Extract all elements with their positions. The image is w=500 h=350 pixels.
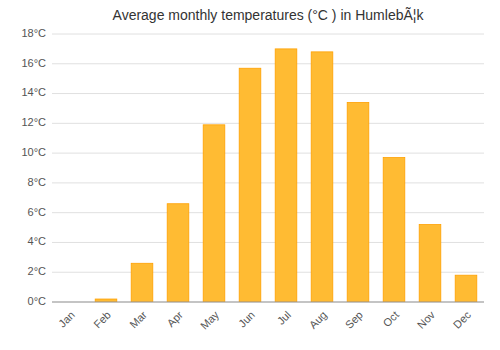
bar bbox=[239, 68, 261, 302]
x-tick-label: Nov bbox=[415, 308, 438, 331]
x-tick-label: Dec bbox=[451, 308, 474, 331]
y-tick-label: 16°C bbox=[21, 57, 46, 69]
grid-line bbox=[52, 153, 484, 154]
grid bbox=[52, 34, 484, 302]
y-tick-label: 14°C bbox=[21, 86, 46, 98]
grid-line bbox=[52, 93, 484, 94]
x-tick-label: Jan bbox=[56, 309, 77, 330]
bar bbox=[275, 49, 297, 302]
x-tick-label: Oct bbox=[380, 309, 401, 330]
bar bbox=[455, 275, 477, 302]
bar bbox=[203, 125, 225, 302]
y-tick-label: 6°C bbox=[28, 206, 47, 218]
grid-line bbox=[52, 302, 484, 303]
bar bbox=[311, 52, 333, 302]
y-tick-label: 18°C bbox=[21, 27, 46, 39]
grid-line bbox=[52, 123, 484, 124]
bar bbox=[167, 204, 189, 302]
bar bbox=[419, 225, 441, 302]
x-tick-label: Feb bbox=[91, 309, 113, 331]
grid-line bbox=[52, 212, 484, 213]
x-tick-label: Aug bbox=[307, 309, 329, 331]
x-tick-label: Sep bbox=[343, 309, 365, 331]
grid-line bbox=[52, 63, 484, 64]
x-axis: Jan Feb Mar Apr May Jun Jul Aug Sep Oct Nov Dec bbox=[56, 308, 473, 332]
x-tick-label: Mar bbox=[127, 308, 149, 330]
chart: 0°C 2°C 4°C 6°C 8°C 10°C 12°C 14°C 16°C 18°C Jan Fe… bbox=[0, 0, 500, 350]
x-tick-label: Jun bbox=[236, 309, 257, 330]
y-tick-label: 8°C bbox=[28, 176, 47, 188]
x-axis-line bbox=[52, 302, 484, 303]
y-tick-label: 10°C bbox=[21, 146, 46, 158]
x-tick-label: Jul bbox=[275, 309, 293, 327]
title: Average monthly temperatures (°C ) in Hu… bbox=[113, 7, 425, 23]
bar bbox=[131, 263, 153, 302]
bar bbox=[383, 158, 405, 302]
chart-container: 0°C 2°C 4°C 6°C 8°C 10°C 12°C 14°C 16°C 18°C Jan Fe… bbox=[0, 0, 500, 350]
x-tick-label: Apr bbox=[164, 308, 185, 329]
grid-line bbox=[52, 34, 484, 35]
bars bbox=[95, 49, 477, 302]
y-tick-label: 0°C bbox=[28, 295, 47, 307]
y-axis: 0°C 2°C 4°C 6°C 8°C 10°C 12°C 14°C 16°C 18°C bbox=[21, 27, 46, 307]
grid-line bbox=[52, 182, 484, 183]
x-tick-label: May bbox=[198, 308, 222, 332]
y-tick-label: 4°C bbox=[28, 235, 47, 247]
bar bbox=[347, 102, 369, 302]
y-tick-label: 12°C bbox=[21, 116, 46, 128]
y-tick-label: 2°C bbox=[28, 265, 47, 277]
